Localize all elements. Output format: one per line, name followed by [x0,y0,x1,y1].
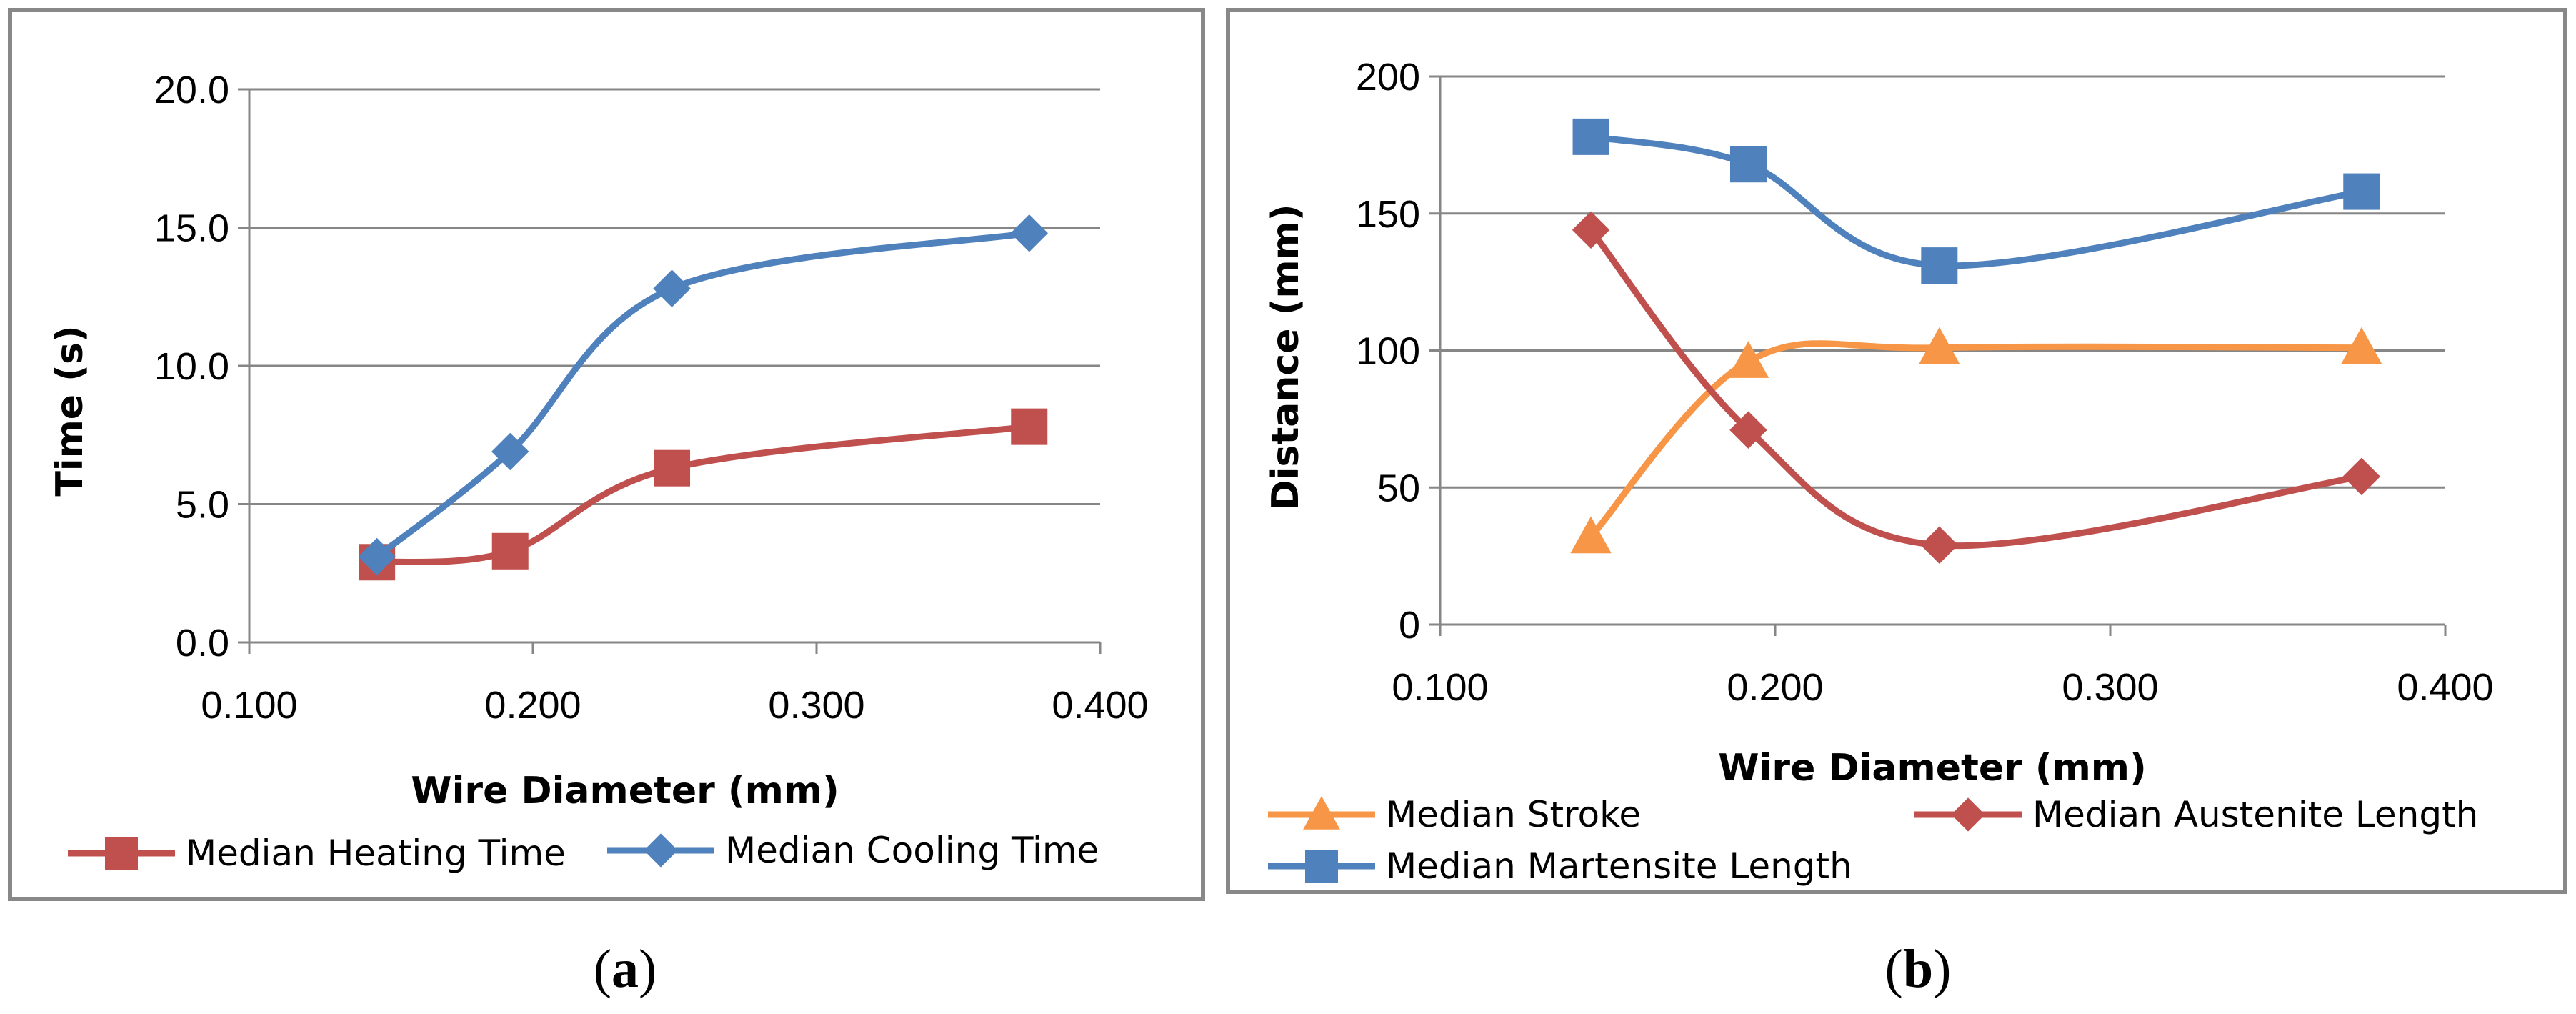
axes-b [1429,75,2447,636]
data-point [1727,341,1769,378]
y-tick-label: 0 [1399,604,1420,647]
series-b [1570,118,2382,565]
legend-item: Median Cooling Time [607,830,1099,871]
x-tick-label: 0.100 [1392,666,1488,709]
y-tick-label: 15.0 [154,207,229,250]
x-axis-title-b: Wire Diameter (mm) [1718,747,2147,790]
data-point [1572,211,1610,249]
y-axis-title-a: Time (s) [49,325,91,496]
legend-b: Median Stroke Median Austenite Length Medi… [1268,794,2478,887]
legend-item: Median Stroke [1268,794,1641,835]
data-point [1920,526,1959,565]
y-tick-labels-b: 0 50 100 150 200 [1356,56,1420,647]
series-a [358,214,1048,581]
legend-swatch-marker [1303,796,1340,830]
x-tick-labels-b: 0.100 0.200 0.300 0.400 [1392,666,2493,709]
data-point [1011,408,1048,445]
chart-panel-a: 0.05.010.015.020.0 0.100 0.200 0.300 0.400 … [8,8,1205,901]
x-tick-label: 0.300 [768,684,864,727]
x-tick-label: 0.100 [201,684,297,727]
x-tick-label: 0.200 [484,684,581,727]
series-median-martensite-length [1572,118,2380,284]
legend-swatch-marker [1305,850,1338,883]
legend-label: Median Martensite Length [1386,845,1852,887]
data-point [2342,457,2380,496]
x-tick-label: 0.300 [2062,666,2158,709]
y-axis-title-b: Distance (mm) [1264,204,1307,511]
data-point [1729,146,1767,183]
y-tick-label: 200 [1356,56,1420,99]
legend-item: Median Martensite Length [1268,845,1852,887]
axes-a [238,88,1102,654]
series-line [1588,227,2362,550]
chart-panel-b: 0 50 100 150 200 0.100 0.200 0.300 0.400 Wire D… [1226,8,2567,894]
x-tick-labels-a: 0.100 0.200 0.300 0.400 [201,684,1148,727]
y-tick-label: 0.0 [176,622,229,665]
series-median-stroke [1570,327,2382,554]
legend-item: Median Heating Time [68,832,566,874]
y-tick-labels-a: 0.0 5.0 10.0 15.0 20.0 [154,69,229,665]
series-line [1590,133,2362,269]
y-tick-label: 50 [1377,467,1420,510]
legend-swatch-marker [1951,797,1985,832]
y-tick-label: 100 [1356,330,1420,373]
chart-frame-b [1226,8,2567,894]
x-axis-title-a: Wire Diameter (mm) [411,770,839,812]
legend-swatch-marker [644,833,678,868]
data-point [653,269,691,307]
series-median-austenite-length [1572,211,2380,565]
panel-label-b-letter: b [1903,939,1933,999]
data-point [2341,327,2382,364]
panel-label-a: (a) [594,939,657,999]
series-line [376,423,1030,566]
data-point [654,449,691,487]
series-median-cooling-time [358,214,1048,576]
legend-label: Median Cooling Time [725,830,1099,871]
panel-label-a-letter: a [611,939,639,999]
data-point [491,432,529,471]
y-tick-label: 5.0 [176,484,229,527]
legend-item: Median Austenite Length [1914,794,2478,835]
data-point [491,532,529,570]
data-point [1572,118,1609,155]
y-tick-label: 20.0 [154,69,229,111]
y-tick-label: 10.0 [154,345,229,388]
data-point [2343,173,2380,210]
data-point [358,537,396,576]
legend-label: Median Heating Time [186,832,566,874]
data-point [1921,247,1958,284]
gridlines-a [249,88,1100,505]
data-point [1010,214,1048,252]
series-line [1588,340,2362,540]
legend-label: Median Austenite Length [2032,794,2478,835]
x-tick-label: 0.200 [1727,666,1823,709]
data-point [1919,327,1960,364]
x-tick-label: 0.400 [1052,684,1148,727]
x-tick-label: 0.400 [2397,666,2493,709]
chart-frame-a [8,8,1205,901]
y-tick-label: 150 [1356,193,1420,236]
data-point [1729,411,1767,449]
series-line [374,229,1030,560]
data-point [1570,516,1612,554]
legend-a: Median Heating Time Median Cooling Time [68,830,1099,874]
legend-label: Median Stroke [1386,794,1641,835]
legend-swatch-marker [105,837,138,870]
panel-label-b: (b) [1885,939,1952,999]
